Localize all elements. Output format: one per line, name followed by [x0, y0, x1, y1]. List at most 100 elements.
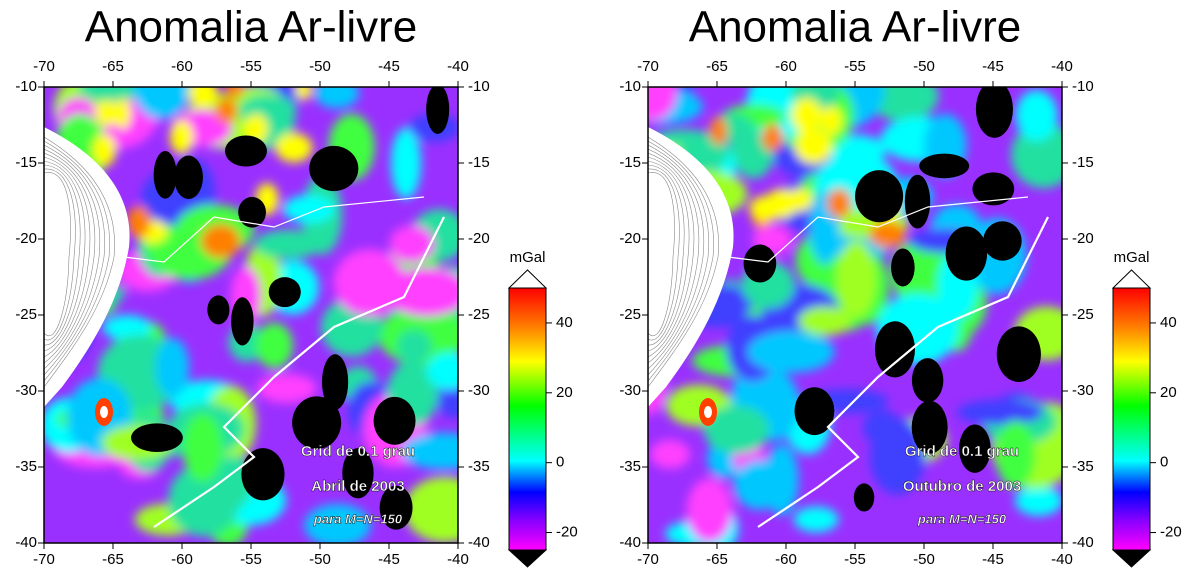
- anomaly-high: [295, 87, 312, 101]
- anomaly-blob: [396, 329, 432, 363]
- y-tick-label: -10: [619, 78, 641, 95]
- anomaly-low: [945, 226, 988, 281]
- colorbar-tick-label: 0: [556, 454, 564, 471]
- y-tick-label: -25: [15, 306, 37, 323]
- anomaly-low: [891, 248, 915, 287]
- y-tick-label: -25: [619, 306, 641, 323]
- colorbar: [1112, 287, 1151, 551]
- contour-line: [648, 148, 705, 370]
- anomaly-blob: [314, 87, 360, 109]
- x-tick-label: -70: [33, 551, 55, 568]
- y-tick-label: -20: [619, 230, 641, 247]
- y-tick-label: -30: [468, 382, 490, 399]
- anomaly-blob: [747, 331, 835, 373]
- y-tick-label: -35: [619, 458, 641, 475]
- anomaly-high: [764, 188, 798, 219]
- anomaly-low: [853, 483, 875, 512]
- anomaly-low: [174, 155, 203, 200]
- y-tick-label: -30: [15, 382, 37, 399]
- anomaly-high: [169, 119, 194, 155]
- x-tick-label: -60: [171, 551, 193, 568]
- x-tick-label: -50: [913, 58, 935, 75]
- anomaly-blob: [798, 306, 852, 336]
- anomaly-low: [911, 358, 944, 403]
- contour-line: [648, 144, 709, 376]
- anomaly-low: [231, 297, 254, 346]
- anomaly-blob: [401, 432, 458, 470]
- contour-line: [648, 160, 690, 352]
- anomaly-low: [268, 277, 301, 308]
- contour-line: [44, 168, 76, 341]
- anomaly-low: [975, 87, 1013, 138]
- anomaly-blob: [1014, 485, 1062, 516]
- anomaly-high: [200, 224, 241, 259]
- y-tick-label: -15: [468, 154, 490, 171]
- x-tick-label: -60: [775, 58, 797, 75]
- andes-region: [44, 127, 130, 407]
- x-tick-label: -65: [706, 58, 728, 75]
- border-line: [727, 196, 1029, 263]
- contour-line: [44, 156, 91, 358]
- anomaly-low: [131, 423, 183, 453]
- anomaly-high: [710, 117, 728, 146]
- colorbar-tick-label: -20: [1160, 524, 1182, 541]
- anomaly-low: [904, 174, 931, 229]
- anomaly-high: [188, 87, 218, 108]
- x-tick-label: -45: [378, 551, 400, 568]
- map-image: [44, 87, 458, 543]
- x-tick-label: -40: [1051, 58, 1073, 75]
- x-tick-label: -45: [982, 58, 1004, 75]
- y-tick-label: -15: [1072, 154, 1094, 171]
- y-tick-label: -20: [1072, 230, 1094, 247]
- anomaly-blob: [404, 476, 458, 543]
- x-tick-label: -50: [913, 551, 935, 568]
- anomaly-blob: [155, 338, 190, 398]
- contour-line: [44, 140, 110, 382]
- x-tick-label: -70: [637, 551, 659, 568]
- anomaly-low: [309, 145, 359, 192]
- map-annotation: Outubro de 2003: [903, 478, 1021, 495]
- map-annotation: Abril de 2003: [311, 478, 404, 495]
- colorbar-top-arrow: [507, 269, 548, 289]
- contour-line: [44, 172, 71, 336]
- anomaly-blob: [304, 504, 371, 543]
- colorbar-label: mGal: [1114, 249, 1150, 266]
- anomaly-blob: [703, 405, 770, 455]
- anomaly-blob: [255, 322, 294, 369]
- panel-title: Anomalia Ar-livre: [689, 3, 1022, 52]
- contour-line: [648, 140, 714, 382]
- anomaly-blob: [389, 225, 435, 263]
- anomaly-blob: [867, 87, 939, 122]
- y-tick-label: -25: [468, 306, 490, 323]
- y-tick-label: -35: [468, 458, 490, 475]
- anomaly-low: [238, 196, 266, 228]
- x-tick-label: -60: [775, 551, 797, 568]
- x-tick-label: -45: [378, 58, 400, 75]
- contour-line: [44, 144, 105, 376]
- contour-line: [648, 152, 700, 364]
- x-tick-label: -65: [706, 551, 728, 568]
- map-image: [648, 87, 1062, 543]
- anomaly-low: [321, 354, 349, 410]
- anomaly-low: [342, 448, 374, 499]
- x-tick-label: -55: [240, 551, 262, 568]
- map-panel: Anomalia Ar-livre -70 -70 -65 -65 -60 -60 -55 -5…: [619, 3, 1182, 568]
- x-tick-label: -65: [102, 551, 124, 568]
- anomaly-blob: [734, 460, 786, 510]
- anomaly-high: [127, 205, 151, 238]
- anomaly-blob: [1011, 121, 1062, 189]
- anomaly-blob: [182, 413, 223, 482]
- anomaly-high: [215, 98, 238, 124]
- anomaly-blob: [132, 87, 191, 120]
- colorbar-tick-label: -20: [556, 524, 578, 541]
- anomaly-low: [207, 295, 230, 325]
- panel-title: Anomalia Ar-livre: [85, 3, 418, 52]
- map-annotation: para M=N=150: [313, 511, 403, 526]
- colorbar-tick-label: 20: [556, 384, 573, 401]
- anomaly-low: [743, 244, 777, 283]
- y-tick-label: -10: [1072, 78, 1094, 95]
- x-tick-label: -40: [1051, 551, 1073, 568]
- anomaly-low: [373, 396, 416, 445]
- andes-region: [648, 127, 734, 407]
- anomaly-low: [426, 87, 450, 134]
